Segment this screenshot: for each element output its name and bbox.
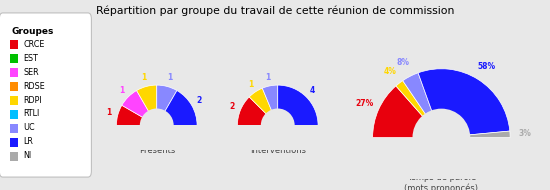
Bar — [9, 138, 18, 146]
Text: 2: 2 — [197, 96, 202, 105]
Circle shape — [412, 109, 470, 166]
Text: RTLI: RTLI — [23, 109, 40, 119]
Wedge shape — [157, 90, 197, 125]
Bar — [9, 54, 18, 63]
Bar — [217, 125, 338, 186]
Wedge shape — [238, 97, 278, 125]
Wedge shape — [157, 85, 177, 125]
Wedge shape — [117, 105, 157, 125]
Text: Temps de parole
(mots prononcés): Temps de parole (mots prononcés) — [404, 173, 478, 190]
Text: SER: SER — [23, 68, 39, 77]
Text: 8%: 8% — [397, 58, 410, 67]
Text: 4%: 4% — [383, 67, 397, 76]
Bar — [338, 138, 544, 190]
Text: 2: 2 — [230, 102, 235, 111]
Text: Groupes: Groupes — [11, 27, 54, 36]
Bar — [9, 40, 18, 49]
Text: 1: 1 — [141, 73, 147, 82]
Bar — [9, 96, 18, 104]
Wedge shape — [249, 88, 278, 125]
Text: 1: 1 — [107, 108, 112, 117]
Bar — [9, 124, 18, 133]
Wedge shape — [373, 86, 441, 138]
Bar — [9, 82, 18, 91]
Text: NI: NI — [23, 151, 31, 160]
Text: Répartition par groupe du travail de cette réunion de commission: Répartition par groupe du travail de cet… — [96, 6, 454, 16]
Text: Interventions: Interventions — [250, 146, 306, 155]
Text: EST: EST — [23, 54, 38, 63]
Wedge shape — [441, 131, 510, 138]
Text: RDSE: RDSE — [23, 82, 45, 90]
Wedge shape — [262, 85, 278, 125]
Bar — [9, 152, 18, 161]
Wedge shape — [136, 85, 157, 125]
Circle shape — [261, 108, 295, 142]
Text: UC: UC — [23, 124, 35, 132]
Wedge shape — [122, 90, 157, 125]
Text: 3%: 3% — [519, 129, 532, 138]
Text: 1: 1 — [248, 80, 253, 89]
Text: 1: 1 — [266, 73, 271, 82]
Text: 27%: 27% — [356, 98, 374, 108]
Text: Présents: Présents — [139, 146, 175, 155]
FancyBboxPatch shape — [0, 13, 91, 177]
Text: 1: 1 — [167, 73, 172, 82]
Wedge shape — [403, 73, 441, 138]
Text: 1: 1 — [119, 86, 125, 95]
Bar — [9, 110, 18, 119]
Text: LR: LR — [23, 138, 33, 146]
Text: CRCE: CRCE — [23, 40, 45, 49]
Bar — [96, 125, 217, 186]
Text: RDPI: RDPI — [23, 96, 42, 105]
Bar — [9, 68, 18, 77]
Wedge shape — [396, 81, 441, 138]
Wedge shape — [278, 85, 318, 125]
Text: 58%: 58% — [477, 62, 496, 71]
Text: 4: 4 — [310, 86, 315, 95]
Circle shape — [140, 108, 174, 142]
Wedge shape — [418, 69, 510, 138]
